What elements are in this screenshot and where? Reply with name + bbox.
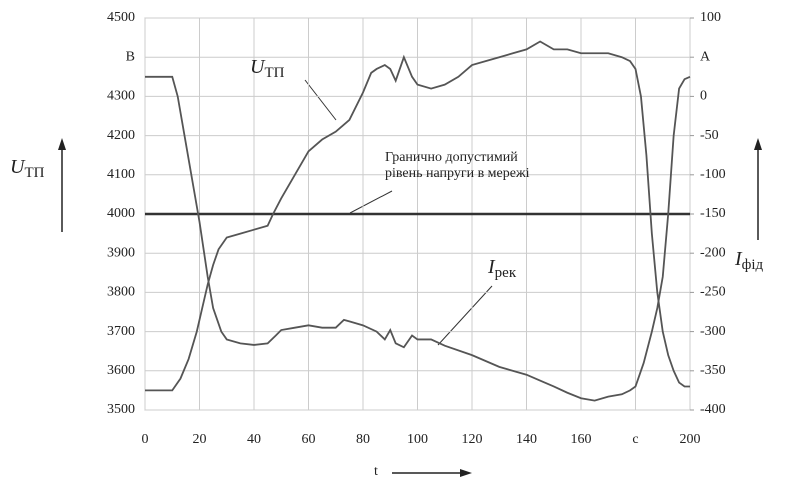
x-tick-label: 60 <box>302 432 316 447</box>
y-tick-label: 4000 <box>107 206 135 221</box>
y-tick-label: 3700 <box>107 324 135 339</box>
annotation-text: Гранично допустимий <box>385 150 518 165</box>
annotation: UТП <box>250 56 285 82</box>
y2-tick-label: -300 <box>700 324 726 339</box>
y2-tick-label: 100 <box>700 10 721 25</box>
x-tick-label: 0 <box>142 432 149 447</box>
annotation-sub: фід <box>742 257 764 273</box>
annotation-text: U <box>250 56 266 78</box>
y-tick-label: 3900 <box>107 245 135 260</box>
series-line <box>145 75 691 402</box>
y2-tick-label: -250 <box>700 285 726 300</box>
y2-tick-label: -350 <box>700 363 726 378</box>
y-tick-label: 4100 <box>107 167 135 182</box>
y-tick-label: B <box>126 49 135 64</box>
y2-tick-label: -400 <box>700 402 726 417</box>
annotation: рівень напруги в мережі <box>385 166 530 181</box>
leader-line <box>437 285 493 346</box>
annotation-text: U <box>10 156 26 178</box>
annotation: Iрек <box>487 256 517 282</box>
y2-tick-label: -200 <box>700 245 726 260</box>
annotation: Гранично допустимий <box>385 150 518 165</box>
arrow-head <box>754 138 762 150</box>
x-tick-label: 120 <box>462 432 483 447</box>
arrow-head <box>460 469 472 477</box>
x-tick-label: 200 <box>680 432 701 447</box>
y2-tick-label: -50 <box>700 128 719 143</box>
y2-tick-label: -150 <box>700 206 726 221</box>
x-tick-label: 80 <box>356 432 370 447</box>
x-tick-label: 160 <box>571 432 592 447</box>
leader-line <box>349 190 393 214</box>
x-tick-label: 100 <box>407 432 428 447</box>
annotation-text: рівень напруги в мережі <box>385 166 530 181</box>
series-line <box>145 40 690 392</box>
x-tick-label: 20 <box>193 432 207 447</box>
y-tick-label: 3500 <box>107 402 135 417</box>
annotation-text: I <box>487 256 496 278</box>
y-tick-label: 4500 <box>107 10 135 25</box>
y2-tick-label: 0 <box>700 89 707 104</box>
annotation-text: I <box>734 248 743 270</box>
leader-line <box>304 79 337 121</box>
y-tick-label: 4200 <box>107 128 135 143</box>
arrow-head <box>58 138 66 150</box>
y2-tick-label: A <box>700 49 711 64</box>
annotation-sub: ТП <box>264 65 284 81</box>
annotation: UТП <box>10 156 45 182</box>
y-tick-label: 4300 <box>107 89 135 104</box>
y2-tick-label: -100 <box>700 167 726 182</box>
y-tick-label: 3600 <box>107 363 135 378</box>
y-tick-label: 3800 <box>107 285 135 300</box>
annotation: Iфід <box>734 248 764 274</box>
annotation-sub: рек <box>495 265 517 281</box>
x-tick-label: 40 <box>247 432 261 447</box>
x-axis-label: t <box>374 464 378 479</box>
annotation-sub: ТП <box>24 165 44 181</box>
x-tick-label: c <box>632 432 638 447</box>
x-tick-label: 140 <box>516 432 537 447</box>
